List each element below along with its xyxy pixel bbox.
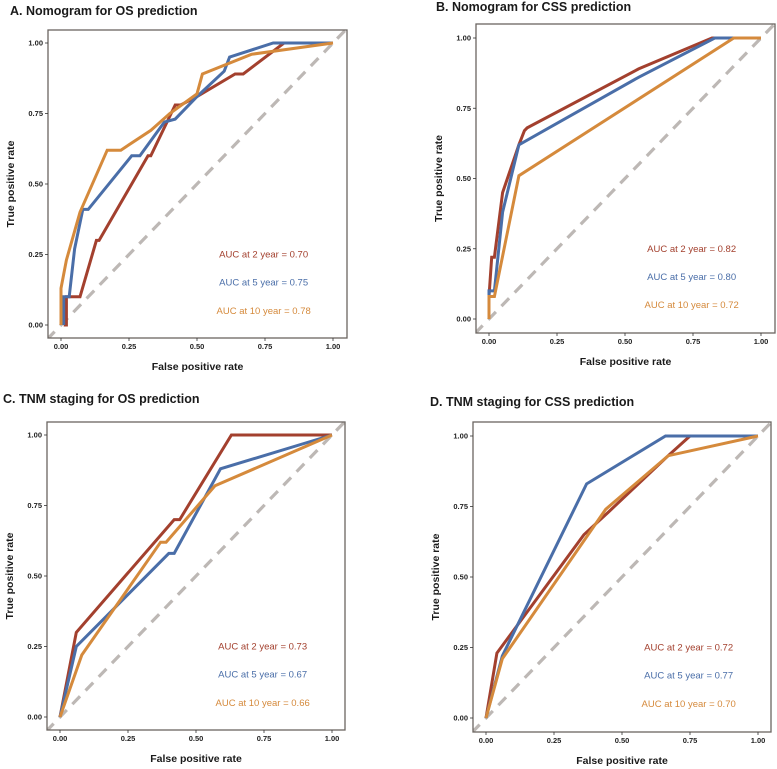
y-axis-label: True positive rate	[433, 135, 445, 222]
x-tick-label: 0.25	[121, 734, 136, 743]
y-tick-label: 0.50	[456, 174, 471, 183]
roc-panel-b: B. Nomogram for CSS prediction 0.00 0.25 0.…	[433, 0, 776, 368]
plot-area	[473, 422, 771, 732]
y-axis-label: True positive rate	[430, 533, 442, 620]
y-tick-label: 0.75	[28, 109, 43, 118]
y-tick-label: 0.00	[453, 714, 468, 723]
auc-label-2-year: AUC at 2 year = 0.73	[218, 642, 307, 653]
y-tick-label: 0.00	[27, 713, 42, 722]
reference-diagonal	[47, 422, 345, 730]
auc-label-5-year: AUC at 5 year = 0.77	[644, 671, 733, 682]
x-tick-label: 0.25	[550, 337, 565, 346]
y-tick-label: 0.75	[453, 502, 468, 511]
plot-area	[476, 24, 775, 333]
x-tick-label: 0.75	[686, 337, 701, 346]
y-tick-label: 0.50	[28, 180, 43, 189]
auc-label-10-year: AUC at 10 year = 0.70	[642, 699, 736, 710]
reference-diagonal	[48, 30, 347, 338]
y-tick-label: 0.75	[27, 501, 42, 510]
x-axis-label: False positive rate	[150, 753, 242, 765]
panel-title: A. Nomogram for OS prediction	[10, 4, 198, 18]
x-tick-label: 0.25	[547, 736, 562, 745]
roc-panel-c: C. TNM staging for OS prediction 0.00 0.25…	[3, 392, 346, 765]
roc-panel-d: D. TNM staging for CSS prediction 0.00 0.2…	[430, 395, 772, 767]
auc-label-10-year: AUC at 10 year = 0.66	[216, 698, 310, 709]
x-axis-label: False positive rate	[580, 356, 672, 368]
x-tick-label: 0.00	[482, 337, 497, 346]
y-tick-label: 0.25	[453, 643, 468, 652]
roc-curve-10-year	[484, 434, 759, 719]
auc-label-5-year: AUC at 5 year = 0.80	[647, 272, 736, 283]
roc-curve-5-year	[58, 433, 333, 718]
y-tick-label: 0.50	[27, 572, 42, 581]
x-tick-label: 0.50	[615, 736, 630, 745]
roc-curve-2-year	[487, 36, 761, 297]
plot-area	[48, 30, 347, 338]
y-tick-label: 0.25	[27, 642, 42, 651]
roc-panel-a: A. Nomogram for OS prediction 0.00 0.25 0.5…	[5, 4, 348, 373]
auc-label-2-year: AUC at 2 year = 0.70	[219, 250, 308, 261]
y-tick-label: 1.00	[453, 432, 468, 441]
x-tick-label: 0.00	[479, 736, 494, 745]
x-tick-label: 1.00	[325, 734, 340, 743]
x-axis-label: False positive rate	[576, 755, 668, 767]
y-tick-label: 0.75	[456, 104, 471, 113]
roc-curve-2-year	[63, 41, 333, 327]
y-axis-label: True positive rate	[4, 532, 16, 619]
x-tick-label: 0.00	[53, 734, 68, 743]
y-tick-label: 1.00	[28, 39, 43, 48]
roc-curve-10-year	[487, 36, 761, 319]
reference-diagonal	[473, 422, 771, 732]
y-tick-label: 0.25	[28, 250, 43, 259]
auc-label-10-year: AUC at 10 year = 0.72	[645, 300, 739, 311]
panel-title: B. Nomogram for CSS prediction	[436, 0, 631, 14]
x-tick-label: 0.75	[257, 734, 272, 743]
auc-label-10-year: AUC at 10 year = 0.78	[217, 306, 311, 317]
x-tick-label: 1.00	[326, 342, 341, 351]
roc-curve-10-year	[58, 433, 333, 718]
auc-label-2-year: AUC at 2 year = 0.82	[647, 244, 736, 255]
auc-label-5-year: AUC at 5 year = 0.67	[218, 670, 307, 681]
y-axis-label: True positive rate	[5, 140, 17, 227]
x-axis-label: False positive rate	[152, 361, 244, 373]
x-tick-label: 0.75	[258, 342, 273, 351]
x-tick-label: 0.50	[618, 337, 633, 346]
plot-area	[47, 422, 345, 730]
x-tick-label: 1.00	[751, 736, 766, 745]
roc-curve-5-year	[487, 36, 761, 297]
x-tick-label: 0.50	[190, 342, 205, 351]
panel-title: C. TNM staging for OS prediction	[3, 392, 200, 406]
panel-title: D. TNM staging for CSS prediction	[430, 395, 634, 409]
x-tick-label: 0.75	[683, 736, 698, 745]
y-tick-label: 1.00	[27, 431, 42, 440]
y-tick-label: 1.00	[456, 34, 471, 43]
y-tick-label: 0.25	[456, 244, 471, 253]
x-tick-label: 0.25	[122, 342, 137, 351]
x-tick-label: 1.00	[754, 337, 769, 346]
roc-curve-2-year	[58, 433, 332, 718]
reference-diagonal	[476, 24, 775, 333]
y-tick-label: 0.00	[456, 315, 471, 324]
y-tick-label: 0.50	[453, 573, 468, 582]
auc-label-5-year: AUC at 5 year = 0.75	[219, 278, 308, 289]
roc-curve-5-year	[62, 41, 333, 325]
y-tick-label: 0.00	[28, 321, 43, 330]
x-tick-label: 0.50	[189, 734, 204, 743]
auc-label-2-year: AUC at 2 year = 0.72	[644, 643, 733, 654]
x-tick-label: 0.00	[54, 342, 69, 351]
roc-curve-10-year	[59, 41, 334, 325]
